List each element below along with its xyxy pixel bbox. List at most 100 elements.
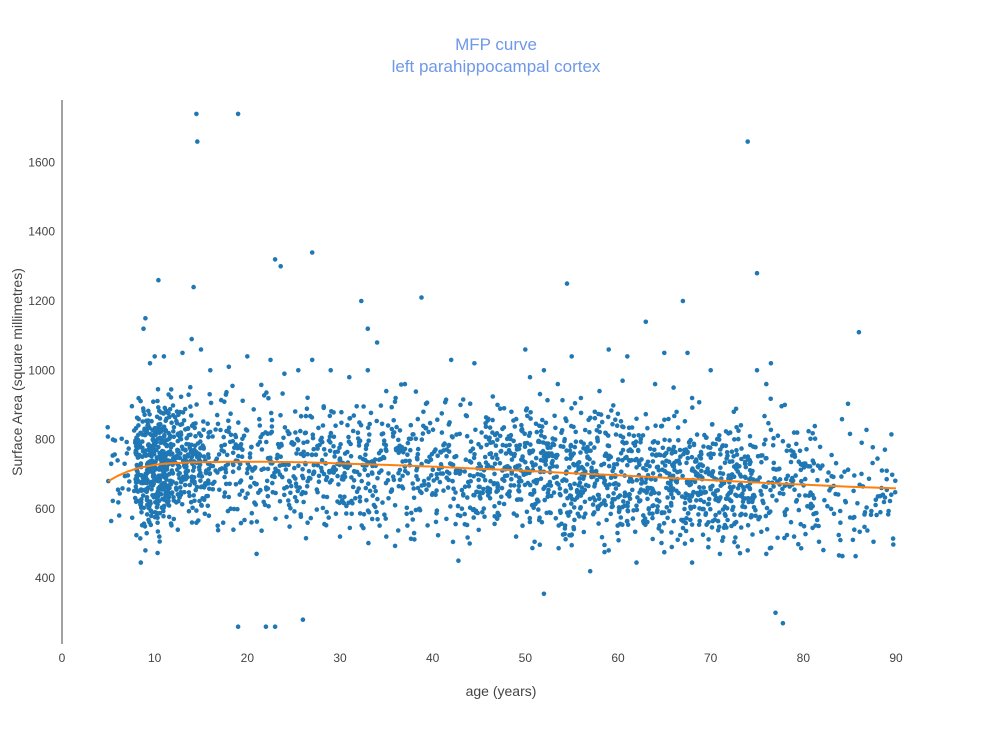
data-point bbox=[596, 424, 602, 429]
data-point bbox=[268, 455, 273, 461]
x-tick-label: 70 bbox=[704, 651, 718, 665]
data-point bbox=[747, 434, 753, 439]
data-point bbox=[811, 461, 817, 466]
data-point bbox=[140, 445, 145, 451]
data-point bbox=[145, 485, 151, 490]
data-point bbox=[138, 398, 143, 404]
data-point bbox=[379, 421, 385, 427]
data-point bbox=[480, 490, 486, 496]
data-point bbox=[655, 504, 660, 509]
data-point bbox=[577, 480, 583, 486]
data-point bbox=[516, 483, 522, 489]
data-point bbox=[659, 423, 665, 429]
data-point bbox=[110, 437, 116, 442]
data-point bbox=[362, 467, 368, 473]
data-point bbox=[548, 510, 553, 516]
data-point bbox=[292, 409, 298, 414]
data-point bbox=[502, 478, 507, 484]
data-point bbox=[698, 473, 703, 479]
data-point bbox=[244, 428, 250, 433]
data-point bbox=[345, 422, 350, 428]
data-point bbox=[507, 442, 512, 448]
data-point bbox=[142, 412, 147, 418]
data-point bbox=[347, 416, 352, 421]
data-point bbox=[245, 354, 250, 359]
data-point bbox=[186, 392, 191, 398]
data-point bbox=[784, 507, 789, 512]
data-point bbox=[673, 449, 678, 455]
data-point bbox=[198, 433, 204, 439]
data-point bbox=[517, 442, 523, 448]
data-point bbox=[722, 460, 728, 466]
data-point bbox=[140, 419, 145, 424]
data-point bbox=[264, 439, 269, 445]
data-point bbox=[633, 439, 639, 445]
data-point bbox=[397, 467, 403, 473]
data-point bbox=[437, 479, 443, 485]
data-point bbox=[573, 439, 579, 445]
data-point bbox=[697, 485, 702, 490]
data-point bbox=[337, 457, 343, 463]
data-point bbox=[751, 492, 757, 498]
data-point bbox=[501, 501, 507, 507]
data-point bbox=[684, 460, 689, 466]
data-point bbox=[421, 478, 427, 484]
data-point bbox=[217, 487, 222, 493]
data-point bbox=[742, 504, 748, 510]
data-point bbox=[440, 471, 446, 476]
data-point bbox=[506, 489, 512, 495]
data-point bbox=[190, 468, 196, 473]
data-point bbox=[592, 510, 597, 515]
data-point bbox=[791, 534, 797, 539]
data-point bbox=[496, 513, 502, 518]
data-point bbox=[428, 457, 434, 463]
data-point bbox=[247, 451, 253, 456]
data-point bbox=[205, 503, 211, 509]
data-point bbox=[133, 450, 138, 456]
data-point bbox=[373, 488, 379, 494]
data-point bbox=[698, 456, 704, 461]
data-point bbox=[259, 447, 265, 452]
data-point bbox=[734, 448, 739, 453]
data-point bbox=[645, 425, 650, 431]
data-point bbox=[344, 503, 349, 509]
data-point bbox=[265, 493, 271, 499]
data-point bbox=[620, 378, 625, 384]
data-point bbox=[398, 382, 404, 387]
data-point bbox=[374, 418, 380, 424]
data-point bbox=[185, 468, 190, 474]
data-point bbox=[717, 510, 722, 515]
data-point bbox=[845, 467, 851, 473]
data-point bbox=[237, 480, 243, 485]
data-point bbox=[511, 483, 517, 488]
data-point bbox=[740, 491, 745, 497]
data-point bbox=[473, 427, 478, 433]
data-point bbox=[364, 498, 369, 503]
data-point bbox=[509, 457, 515, 462]
data-point bbox=[653, 477, 658, 483]
data-point bbox=[578, 410, 584, 416]
data-point bbox=[311, 446, 317, 452]
data-point bbox=[678, 454, 683, 459]
data-point bbox=[450, 539, 456, 545]
data-point bbox=[354, 404, 360, 409]
data-point bbox=[677, 469, 683, 474]
data-point bbox=[572, 401, 578, 406]
data-point bbox=[472, 452, 477, 457]
data-point bbox=[734, 452, 740, 457]
data-point bbox=[213, 427, 218, 432]
data-point bbox=[770, 493, 775, 499]
data-point bbox=[564, 478, 569, 483]
data-point bbox=[378, 403, 384, 408]
data-point bbox=[731, 504, 736, 510]
data-point bbox=[691, 504, 697, 510]
data-point bbox=[453, 490, 458, 495]
data-point bbox=[487, 489, 493, 495]
data-point bbox=[605, 433, 611, 438]
data-point bbox=[475, 510, 481, 516]
data-point bbox=[375, 475, 380, 481]
data-point bbox=[481, 473, 486, 479]
data-point bbox=[629, 457, 634, 463]
data-point bbox=[105, 434, 111, 439]
data-point bbox=[486, 416, 491, 422]
